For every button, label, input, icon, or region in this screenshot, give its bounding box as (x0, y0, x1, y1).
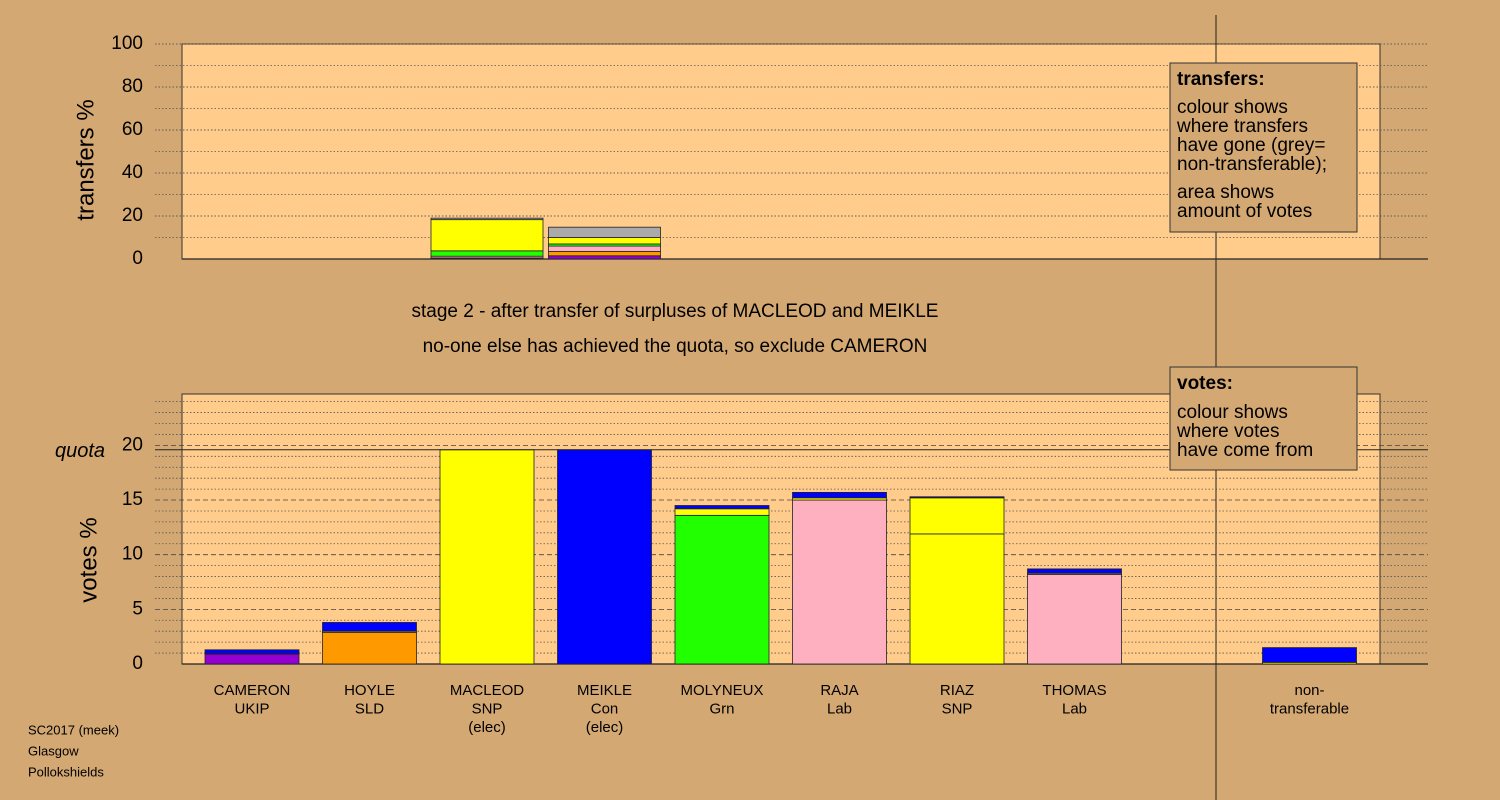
note-line: amount of votes (1177, 201, 1312, 222)
x-tick-label: Lab (1062, 700, 1087, 717)
y-tick-label: 80 (122, 76, 143, 97)
x-tick-label: HOYLE (344, 682, 395, 699)
y-tick-label: 10 (122, 544, 143, 565)
note-line: have come from (1177, 440, 1313, 461)
footer-text: SC2017 (meek) (28, 722, 119, 737)
note-title: transfers: (1177, 69, 1265, 90)
note-title: votes: (1177, 373, 1233, 394)
bar-segment (430, 250, 544, 257)
x-tick-label: RAJA (820, 682, 858, 699)
note-line: non-transferable); (1177, 154, 1327, 175)
votes-note-box (1169, 366, 1358, 471)
x-tick-label: transferable (1270, 700, 1349, 717)
note-line: colour shows (1177, 97, 1288, 118)
quota-label: quota (55, 440, 105, 462)
y-tick-label: 5 (132, 598, 143, 619)
note-line: have gone (grey= (1177, 135, 1325, 156)
y-tick-label: 20 (122, 434, 143, 455)
bar-segment (674, 505, 770, 510)
bar-segment (557, 449, 652, 665)
x-tick-label: Lab (827, 700, 852, 717)
x-tick-label: RIAZ (940, 682, 974, 699)
x-tick-label: (elec) (586, 719, 624, 736)
y-tick-label: 0 (132, 248, 143, 269)
x-tick-label: non- (1294, 682, 1324, 699)
bar-segment (1027, 573, 1122, 665)
footer-text: Glasgow (28, 743, 79, 758)
x-tick-label: CAMERON (214, 682, 291, 699)
y-tick-label: 20 (122, 205, 143, 226)
note-line: where transfers (1176, 116, 1308, 137)
x-tick-label: SNP (942, 700, 973, 717)
x-tick-label: (elec) (468, 719, 506, 736)
bar-segment (430, 219, 544, 252)
stage-text: stage 2 - after transfer of surpluses of… (412, 301, 939, 322)
x-tick-label: UKIP (234, 700, 269, 717)
bar-segment (909, 496, 1005, 499)
y-tick-label: 100 (111, 33, 143, 54)
y-tick-label: 15 (122, 489, 143, 510)
bar-segment (322, 631, 417, 665)
bar-segment (1027, 568, 1122, 574)
bar-segment (674, 514, 770, 665)
y-tick-label: 0 (132, 653, 143, 674)
x-tick-label: SLD (355, 700, 384, 717)
x-tick-label: MACLEOD (450, 682, 524, 699)
y-tick-label: 60 (122, 119, 143, 140)
x-tick-label: MEIKLE (577, 682, 632, 699)
bar-segment (430, 217, 544, 221)
note-line: where votes (1176, 421, 1279, 442)
bar-segment (548, 251, 661, 257)
bar-segment (548, 237, 661, 245)
bar-segment (204, 653, 300, 665)
bar-segment (439, 449, 535, 665)
x-tick-label: SNP (472, 700, 503, 717)
transfers-note-box (1169, 62, 1358, 233)
y-axis-label: votes % (75, 517, 102, 602)
bar-segment (548, 255, 661, 260)
bar-segment (548, 245, 661, 252)
bar-segment (674, 508, 770, 516)
bar-segment (792, 491, 887, 499)
x-tick-label: THOMAS (1042, 682, 1106, 699)
stage-text: no-one else has achieved the quota, so e… (423, 336, 928, 357)
x-tick-label: MOLYNEUX (680, 682, 763, 699)
bar-segment (204, 649, 300, 655)
bar-segment (322, 622, 417, 632)
x-tick-label: Grn (709, 700, 734, 717)
note-line: area shows (1177, 182, 1274, 203)
bar-segment (548, 226, 661, 238)
bar-segment (909, 497, 1005, 535)
x-tick-label: Con (591, 700, 619, 717)
footer-text: Pollokshields (28, 764, 104, 779)
note-line: colour shows (1177, 402, 1288, 423)
y-tick-label: 40 (122, 162, 143, 183)
bar-segment (792, 499, 887, 665)
bar-segment (1262, 647, 1357, 663)
y-axis-label: transfers % (72, 99, 99, 220)
bar-segment (909, 533, 1005, 665)
